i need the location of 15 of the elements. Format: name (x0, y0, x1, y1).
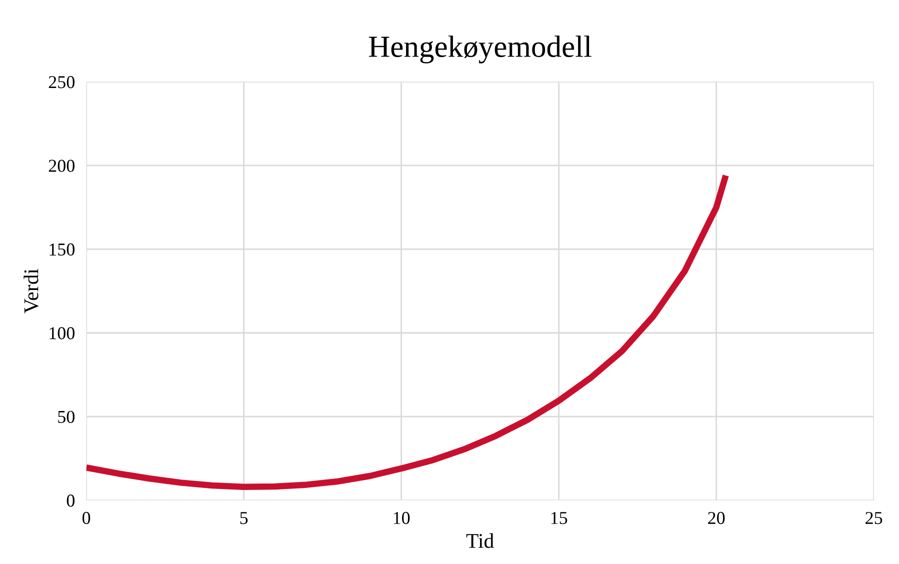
x-tick-label: 0 (82, 512, 90, 524)
x-tick-label: 10 (394, 512, 410, 524)
y-tick-label: 100 (50, 327, 75, 340)
x-tick-label: 15 (551, 512, 568, 524)
y-tick-label: 200 (48, 160, 75, 172)
y-axis-title: Verdi (24, 268, 38, 314)
chart-title: Hengekøyemodell (368, 36, 592, 64)
x-tick-label: 20 (708, 512, 725, 524)
y-tick-label: 150 (50, 243, 75, 256)
x-tick-label: 5 (240, 512, 248, 524)
x-axis-title: Tid (466, 533, 494, 548)
y-tick-label: 0 (66, 494, 75, 507)
y-tick-label: 250 (48, 76, 75, 88)
y-tick-label: 50 (58, 410, 75, 424)
x-tick-label: 25 (866, 512, 882, 524)
